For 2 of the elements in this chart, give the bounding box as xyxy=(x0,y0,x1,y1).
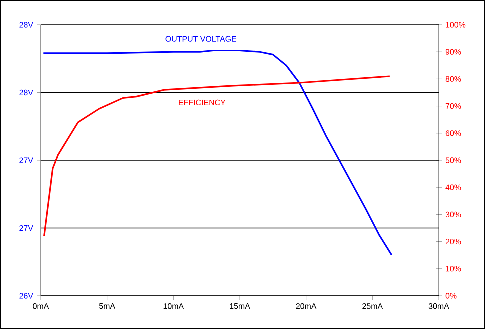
line-series xyxy=(44,76,391,238)
line-series xyxy=(42,50,393,256)
